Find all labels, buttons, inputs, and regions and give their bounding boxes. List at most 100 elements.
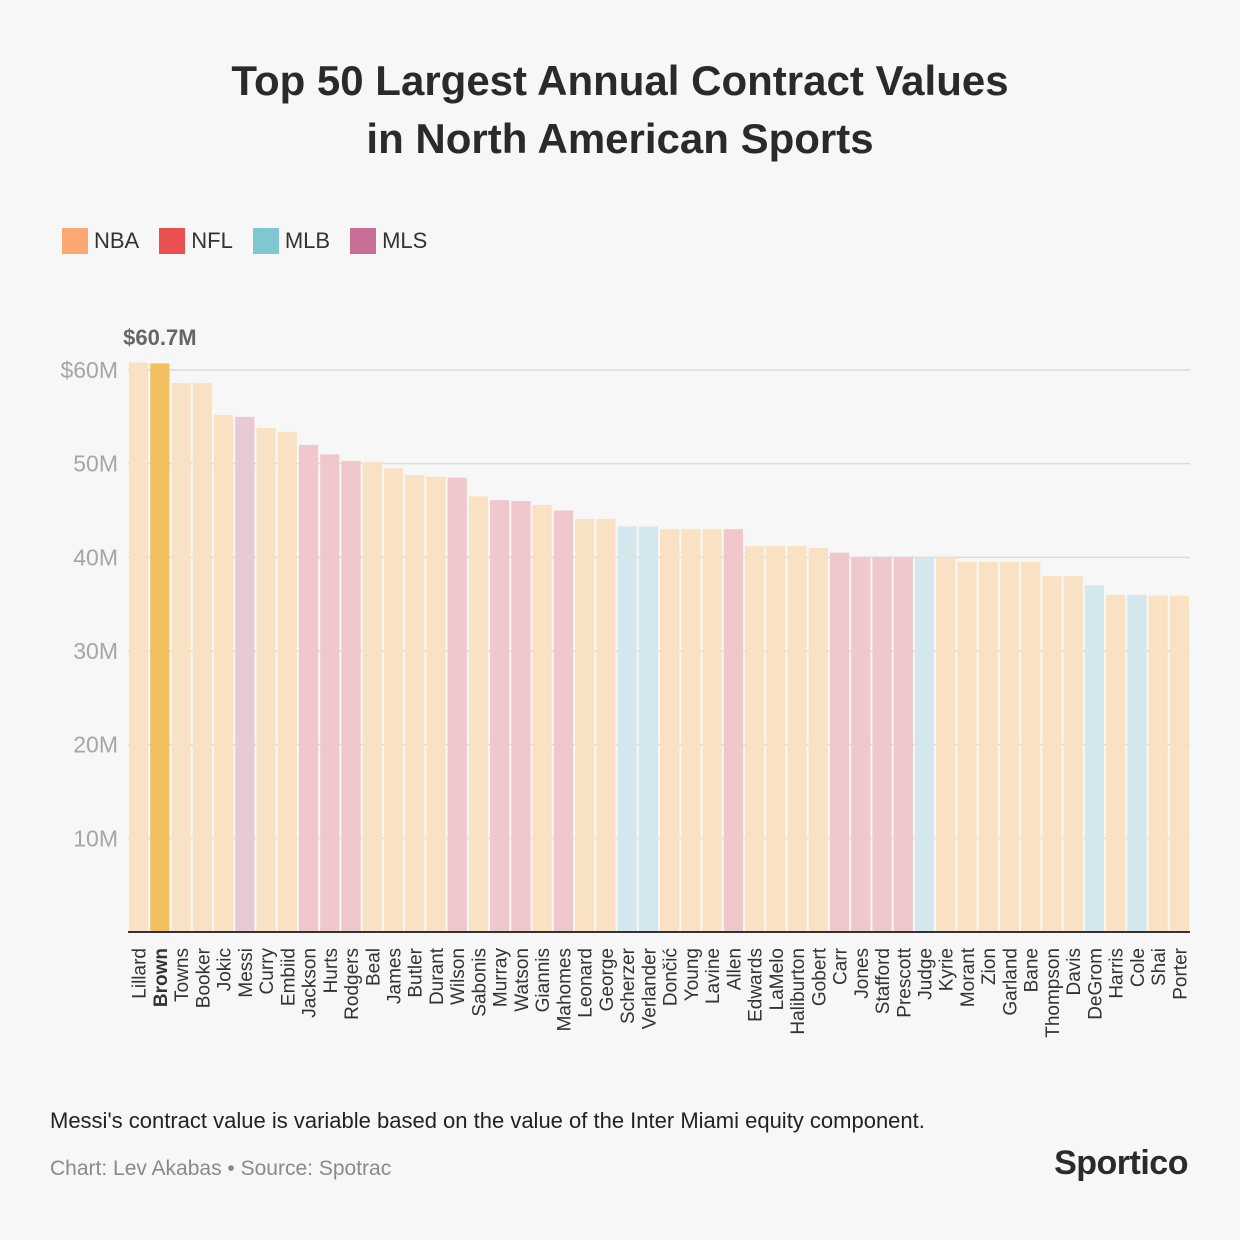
x-tick-label: Harris bbox=[1107, 948, 1128, 999]
bar-sabonis bbox=[468, 496, 489, 932]
x-tick-label: Curry bbox=[257, 948, 278, 995]
bar-murray bbox=[490, 500, 510, 932]
legend-item-nba: NBA bbox=[62, 228, 139, 254]
legend-item-mlb: MLB bbox=[252, 228, 330, 254]
bar-beal bbox=[362, 461, 382, 932]
y-tick-label: 10M bbox=[73, 825, 118, 851]
x-tick-label: Brown bbox=[151, 948, 172, 1007]
x-tick-label: Stafford bbox=[873, 948, 894, 1014]
bar-rodgers bbox=[341, 460, 361, 932]
chart-title: Top 50 Largest Annual Contract Values in… bbox=[0, 52, 1240, 168]
x-tick-label: James bbox=[385, 948, 406, 1004]
legend-item-nfl: NFL bbox=[159, 228, 233, 254]
bar-stafford bbox=[872, 557, 892, 932]
x-tick-label: Mahomes bbox=[554, 948, 575, 1031]
x-tick-label: Dončić bbox=[661, 948, 682, 1006]
y-tick-label: 50M bbox=[73, 451, 118, 477]
y-tick-label: $60M bbox=[60, 357, 118, 383]
x-tick-label: Murray bbox=[491, 948, 512, 1008]
bar-james bbox=[383, 468, 404, 932]
bar-harris bbox=[1106, 594, 1126, 932]
legend-swatch-nba bbox=[62, 228, 88, 254]
legend-label-mls: MLS bbox=[382, 228, 428, 253]
x-tick-label: Rodgers bbox=[342, 948, 363, 1020]
y-tick-label: 30M bbox=[73, 638, 118, 664]
bar-jones bbox=[851, 557, 871, 932]
bar-lamelo bbox=[766, 546, 786, 932]
bar-scherzer bbox=[617, 526, 637, 932]
x-tick-label: Wilson bbox=[448, 948, 469, 1005]
x-tick-label: LaMelo bbox=[767, 948, 788, 1010]
x-tick-label: DeGrom bbox=[1085, 948, 1106, 1020]
bar-garland bbox=[999, 562, 1020, 932]
bar-carr bbox=[829, 552, 850, 932]
legend-swatch-mlb bbox=[252, 228, 279, 254]
x-tick-label: Bane bbox=[1022, 948, 1043, 992]
bar-mahomes bbox=[553, 510, 574, 932]
x-tick-label: Morant bbox=[958, 947, 979, 1007]
bar-embiid bbox=[277, 431, 297, 932]
x-tick-label: Towns bbox=[172, 948, 193, 1002]
bar-edwards bbox=[744, 546, 765, 932]
x-tick-label: Garland bbox=[1000, 948, 1021, 1016]
bar-jackson bbox=[298, 444, 319, 932]
bar-shai bbox=[1148, 595, 1168, 932]
x-tick-label: Porter bbox=[1170, 947, 1191, 999]
x-tick-label: Young bbox=[682, 948, 703, 1001]
bar-towns bbox=[171, 383, 191, 932]
x-tick-label: Lillard bbox=[130, 948, 151, 999]
x-tick-label: Messi bbox=[236, 948, 257, 998]
x-tick-label: Jones bbox=[852, 948, 873, 999]
bar-dončić bbox=[660, 529, 680, 932]
x-tick-label: Beal bbox=[363, 948, 384, 986]
bar-judge bbox=[914, 557, 935, 932]
chart-title-line-2: in North American Sports bbox=[366, 115, 874, 162]
bar-brown bbox=[150, 363, 170, 932]
x-tick-label: Giannis bbox=[533, 948, 554, 1012]
sportico-logo: Sportico bbox=[1054, 1144, 1188, 1182]
bar-jokic bbox=[213, 414, 234, 933]
x-tick-label: Verlander bbox=[639, 947, 660, 1029]
x-tick-label: Butler bbox=[406, 947, 427, 997]
legend-label-nfl: NFL bbox=[191, 228, 233, 253]
bar-morant bbox=[957, 562, 977, 932]
bar-verlander bbox=[638, 526, 658, 932]
x-tick-label: Judge bbox=[916, 948, 937, 1000]
bar-giannis bbox=[532, 504, 552, 932]
bar-hurts bbox=[320, 454, 340, 932]
x-tick-label: Lavine bbox=[703, 948, 724, 1004]
bar-gobert bbox=[808, 547, 828, 932]
bar-bane bbox=[1021, 562, 1041, 932]
x-tick-label: Edwards bbox=[746, 948, 767, 1022]
legend-swatch-mls bbox=[350, 228, 377, 254]
x-tick-label: Allen bbox=[724, 948, 745, 990]
x-tick-label: Jokic bbox=[215, 948, 236, 991]
x-tick-label: Durant bbox=[427, 947, 448, 1005]
bar-lillard bbox=[129, 362, 149, 932]
bar-porter bbox=[1169, 595, 1189, 932]
data-label-annotation: $60.7M bbox=[123, 325, 196, 350]
legend-item-mls: MLS bbox=[350, 228, 427, 254]
legend: NBA NFL MLB MLS bbox=[62, 228, 427, 254]
bar-davis bbox=[1063, 576, 1083, 932]
x-tick-label: Kyrie bbox=[937, 948, 958, 991]
x-tick-label: Jackson bbox=[300, 948, 321, 1018]
bar-wilson bbox=[447, 477, 467, 932]
x-tick-label: Haliburton bbox=[788, 948, 809, 1035]
x-tick-label: Booker bbox=[193, 947, 214, 1008]
bar-booker bbox=[192, 383, 212, 932]
x-tick-label: Thompson bbox=[1043, 948, 1064, 1038]
x-tick-label: Watson bbox=[512, 948, 533, 1012]
legend-swatch-nfl bbox=[159, 228, 186, 254]
x-tick-label: Hurts bbox=[321, 948, 342, 993]
x-tick-label: Gobert bbox=[809, 947, 830, 1006]
legend-label-nba: NBA bbox=[94, 228, 140, 253]
bar-leonard bbox=[575, 518, 595, 932]
y-tick-label: 40M bbox=[73, 544, 118, 570]
bar-george bbox=[596, 518, 616, 932]
bar-young bbox=[681, 529, 701, 932]
bar-kyrie bbox=[936, 557, 956, 932]
bar-durant bbox=[426, 476, 446, 932]
bar-degrom bbox=[1084, 585, 1105, 932]
x-tick-label: Davis bbox=[1064, 948, 1085, 996]
